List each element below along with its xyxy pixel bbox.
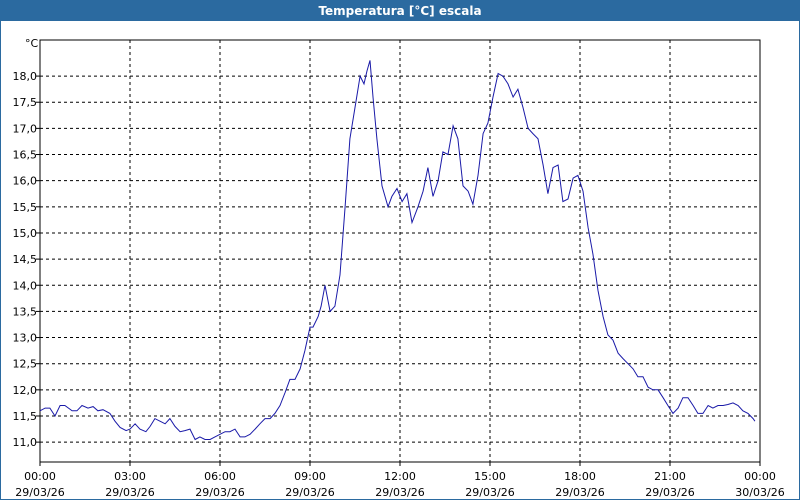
x-tick-label: 00:00 30/03/26 [735,470,784,499]
y-tick-label: 12,0 [13,384,38,397]
x-tick-label: 21:00 29/03/26 [645,470,694,499]
chart: °C 11,0 11,5 12,0 12,5 13,0 13,5 14,0 14,5 15,0 1… [13,37,785,499]
y-tick-label: 17,5 [13,96,38,109]
x-tick-label: 00:00 29/03/26 [15,470,64,499]
plot-border [39,39,761,463]
y-tick-label: 13,5 [13,305,38,318]
y-tick-label: 13,0 [13,332,38,345]
y-tick-label: 18,0 [13,70,38,83]
y-unit: °C [25,37,39,50]
y-tick-label: 11,0 [13,436,38,449]
x-tick-label: 03:00 29/03/26 [105,470,154,499]
x-tick-label: 09:00 29/03/26 [285,470,334,499]
x-tick-label: 18:00 29/03/26 [555,470,604,499]
x-tick-label: 06:00 29/03/26 [195,470,244,499]
y-tick-label: 12,5 [13,358,38,371]
y-tick-label: 14,0 [13,279,38,292]
y-tick-label: 16,5 [13,149,38,162]
line [39,60,756,441]
x-tick-label: 15:00 29/03/26 [465,470,514,499]
y-tick-label: 15,5 [13,201,38,214]
y-tick-label: 14,5 [13,253,38,266]
x-tick-label: 12:00 29/03/26 [375,470,424,499]
y-tick-label: 15,0 [13,227,38,240]
y-tick-label: 16,0 [13,175,38,188]
y-tick-label: 17,0 [13,122,38,135]
y-tick-label: 11,5 [13,410,38,423]
title-bar: Temperatura [°C] escala [1,1,799,21]
